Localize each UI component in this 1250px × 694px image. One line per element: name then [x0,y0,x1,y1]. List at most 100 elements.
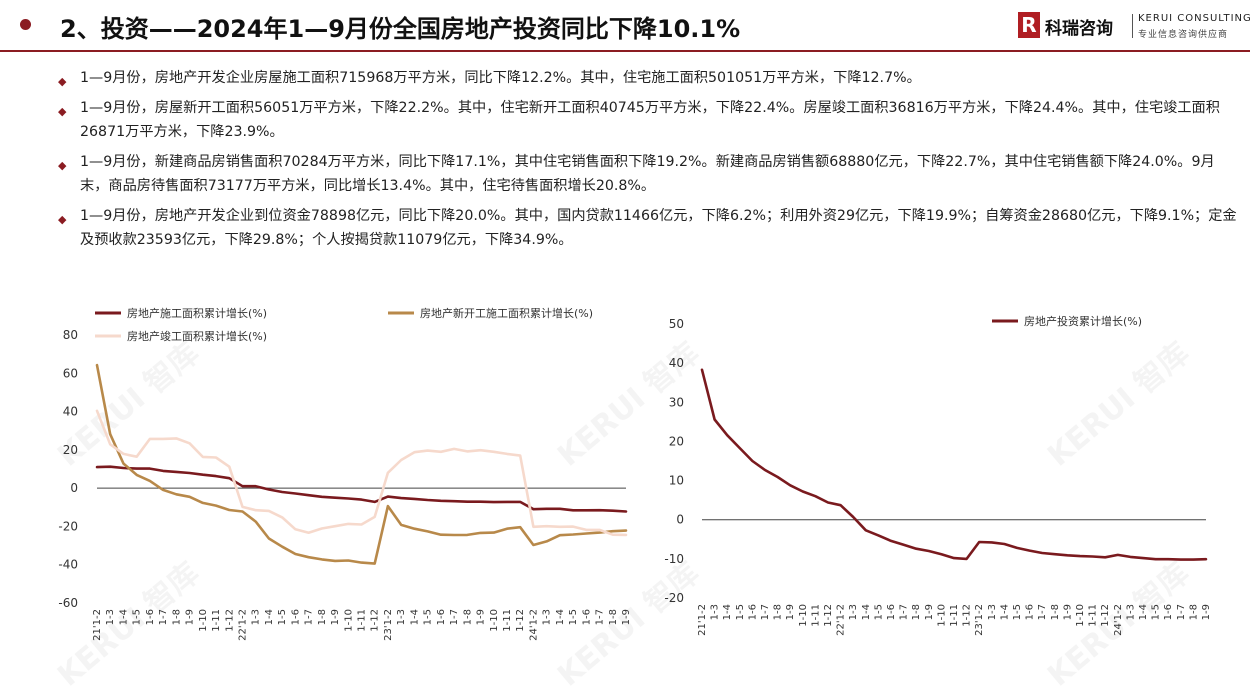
x-tick-label: 1-6 [290,609,301,625]
x-tick-label: 1-6 [886,604,897,620]
legend-label: 房地产新开工施工面积累计增长(%) [420,306,593,320]
x-tick-label: 1-7 [595,609,606,625]
x-tick-label: 1-9 [1201,604,1212,620]
series-line-1 [95,363,628,565]
y-tick-label: 30 [669,395,684,409]
x-tick-label: 1-9 [476,609,487,625]
x-tick-label: 1-3 [1125,604,1136,620]
y-tick-label: 60 [63,366,78,380]
x-tick-label: 21'1-2 [697,604,708,636]
x-tick-label: 1-5 [873,604,884,620]
x-tick-label: 1-11 [949,604,960,627]
series-line-0 [700,368,1208,561]
x-tick-label: 1-11 [357,609,368,632]
x-tick-label: 1-12 [224,609,235,632]
construction-area-chart: 80 60 40 20 0 -20 -40 -60 21'1-2 1-3 1-4 1-5 1-6 1-7 1… [40,295,640,685]
x-tick-label: 1-11 [810,604,821,627]
legend-label: 房地产竣工面积累计增长(%) [127,329,267,343]
bullet-text: 1—9月份，房屋新开工面积56051万平方米，下降22.2%。其中，住宅新开工面… [80,100,1220,140]
x-tick-label: 1-4 [118,609,129,625]
y-tick-label: 20 [669,434,684,448]
logo-tagline: 专业信息咨询供应商 [1138,30,1229,40]
x-tick-label: 1-6 [436,609,447,625]
bullet-list: ◆ 1—9月份，房地产开发企业房屋施工面积715968万平方米，同比下降12.2%… [58,66,1238,258]
x-tick-label: 1-8 [317,609,328,625]
x-tick-label: 1-7 [1037,604,1048,620]
x-tick-label: 1-3 [251,609,262,625]
x-tick-label: 24'1-2 [1113,604,1124,636]
x-tick-label: 1-5 [1012,604,1023,620]
y-tick-label: 20 [63,443,78,457]
x-tick-label: 24'1-2 [528,609,539,641]
x-tick-label: 1-4 [722,604,733,620]
x-tick-label: 1-9 [185,609,196,625]
y-tick-label: 0 [676,513,684,527]
x-tick-label: 1-3 [710,604,721,620]
x-tick-label: 1-4 [861,604,872,620]
logo-mark-icon: R [1018,12,1040,38]
y-tick-label: 10 [669,474,684,488]
x-tick-label: 1-3 [105,609,116,625]
x-tick-label: 1-5 [423,609,434,625]
bullet-item: ◆ 1—9月份，房屋新开工面积56051万平方米，下降22.2%。其中，住宅新开工… [58,96,1238,144]
logo-name-en: KERUI CONSULTING [1138,13,1250,24]
x-tick-label: 1-10 [936,604,947,627]
x-tick-label: 1-5 [735,604,746,620]
x-tick-label: 1-9 [785,604,796,620]
x-tick-label: 1-7 [1176,604,1187,620]
bullet-text: 1—9月份，房地产开发企业到位资金78898亿元，同比下降20.0%。其中，国内… [80,208,1237,248]
x-tick-label: 21'1-2 [92,609,103,641]
y-tick-label: 40 [63,405,78,419]
legend-label: 房地产施工面积累计增长(%) [127,306,267,320]
x-tick-label: 1-10 [198,609,209,632]
x-tick-label: 1-3 [542,609,553,625]
x-tick-label: 1-8 [773,604,784,620]
x-tick-label: 1-9 [924,604,935,620]
series-line-0 [95,465,628,513]
diamond-icon: ◆ [58,105,67,118]
x-tick-label: 1-5 [277,609,288,625]
x-tick-label: 1-4 [264,609,275,625]
page-title: 2、投资——2024年1—9月份全国房地产投资同比下降10.1% [60,15,741,43]
y-tick-label: -20 [58,519,78,533]
x-tick-label: 1-8 [171,609,182,625]
title-bullet-icon [20,19,31,30]
x-tick-label: 1-6 [581,609,592,625]
x-tick-label: 1-4 [999,604,1010,620]
x-tick-label: 1-11 [1088,604,1099,627]
x-tick-label: 1-3 [987,604,998,620]
x-tick-label: 23'1-2 [383,609,394,641]
x-tick-label: 1-6 [1163,604,1174,620]
x-tick-label: 1-6 [145,609,156,625]
x-tick-label: 1-4 [1138,604,1149,620]
x-tick-label: 23'1-2 [974,604,985,636]
x-tick-label: 1-7 [760,604,771,620]
x-tick-label: 1-8 [911,604,922,620]
investment-chart: 50 40 30 20 10 0 -10 -20 21'1-2 1-3 1-4 1-5 1-6 1-7 1-… [640,295,1240,685]
diamond-icon: ◆ [58,75,67,88]
x-tick-label: 1-3 [848,604,859,620]
logo-divider [1132,14,1133,38]
x-tick-label: 1-7 [899,604,910,620]
diamond-icon: ◆ [58,159,67,172]
bullet-text: 1—9月份，新建商品房销售面积70284万平方米，同比下降17.1%，其中住宅销… [80,154,1215,194]
x-tick-label: 1-10 [1075,604,1086,627]
x-tick-label: 1-8 [1188,604,1199,620]
x-tick-label: 1-5 [1151,604,1162,620]
y-tick-label: 50 [669,317,684,331]
x-tick-label: 1-12 [370,609,381,632]
x-tick-label: 1-8 [462,609,473,625]
x-tick-label: 1-10 [489,609,500,632]
header: 2、投资——2024年1—9月份全国房地产投资同比下降10.1% R 科瑞咨询 … [0,0,1250,52]
x-tick-label: 1-7 [158,609,169,625]
title-divider [0,50,1250,52]
x-tick-label: 1-7 [304,609,315,625]
x-tick-label: 1-4 [555,609,566,625]
x-tick-label: 1-6 [1025,604,1036,620]
diamond-icon: ◆ [58,213,67,226]
x-tick-label: 1-10 [343,609,354,632]
y-tick-label: -60 [58,596,78,610]
x-tick-label: 1-4 [409,609,420,625]
x-tick-label: 1-5 [132,609,143,625]
x-tick-label: 1-3 [396,609,407,625]
